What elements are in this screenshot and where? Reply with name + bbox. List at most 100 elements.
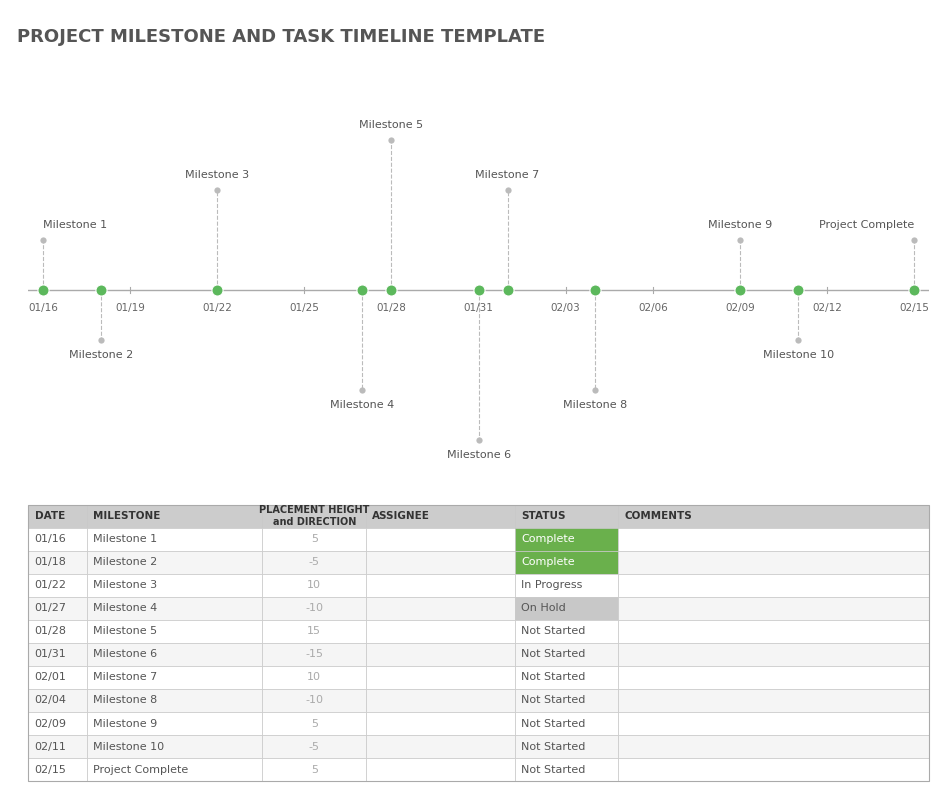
Bar	[619, 666, 929, 689]
Bar	[28, 505, 87, 528]
Text: Not Started: Not Started	[521, 626, 586, 637]
Text: -5: -5	[308, 558, 320, 567]
Bar	[515, 574, 619, 597]
Bar	[366, 666, 515, 689]
Bar	[515, 620, 619, 643]
Text: Not Started: Not Started	[521, 765, 586, 774]
Bar	[515, 666, 619, 689]
Bar	[87, 620, 262, 643]
Bar	[28, 620, 87, 643]
Bar	[28, 735, 87, 758]
Bar	[87, 574, 262, 597]
Text: 01/28: 01/28	[376, 303, 406, 313]
Text: 5: 5	[311, 765, 318, 774]
Bar	[515, 689, 619, 712]
Text: 02/03: 02/03	[551, 303, 581, 313]
Bar	[28, 528, 87, 551]
Text: 02/15: 02/15	[900, 303, 929, 313]
Text: 02/15: 02/15	[35, 765, 66, 774]
Bar	[515, 758, 619, 781]
Text: DATE: DATE	[35, 511, 65, 522]
Bar	[515, 505, 619, 528]
Bar	[262, 620, 366, 643]
Bar	[262, 735, 366, 758]
Text: 02/12: 02/12	[812, 303, 842, 313]
Text: Milestone 9: Milestone 9	[93, 718, 157, 729]
Text: 02/06: 02/06	[638, 303, 668, 313]
Bar	[366, 620, 515, 643]
Bar	[366, 735, 515, 758]
Bar	[87, 643, 262, 666]
Text: -10: -10	[306, 603, 323, 614]
Text: Milestone 3: Milestone 3	[93, 580, 157, 590]
Text: Milestone 3: Milestone 3	[185, 170, 249, 180]
Text: Milestone 10: Milestone 10	[93, 742, 164, 751]
Bar	[366, 597, 515, 620]
Text: Milestone 8: Milestone 8	[93, 695, 157, 706]
Text: 02/01: 02/01	[35, 673, 66, 682]
Bar	[515, 597, 619, 620]
Text: 10: 10	[307, 673, 322, 682]
Text: Milestone 4: Milestone 4	[330, 400, 394, 410]
Bar	[87, 689, 262, 712]
Text: 02/09: 02/09	[725, 303, 755, 313]
Bar	[366, 643, 515, 666]
Bar	[87, 758, 262, 781]
Bar	[262, 689, 366, 712]
Bar	[366, 758, 515, 781]
Bar	[87, 735, 262, 758]
Text: Complete: Complete	[521, 558, 574, 567]
Bar	[262, 528, 366, 551]
Bar	[366, 712, 515, 735]
Text: 01/16: 01/16	[28, 303, 58, 313]
Text: 01/31: 01/31	[464, 303, 493, 313]
Text: 01/28: 01/28	[35, 626, 67, 637]
Bar	[87, 528, 262, 551]
Bar	[619, 643, 929, 666]
Text: Milestone 5: Milestone 5	[359, 120, 423, 130]
Bar	[619, 505, 929, 528]
Bar	[28, 597, 87, 620]
Text: Project Complete: Project Complete	[819, 220, 915, 230]
Text: Milestone 9: Milestone 9	[708, 220, 772, 230]
Text: Not Started: Not Started	[521, 742, 586, 751]
Text: 01/31: 01/31	[35, 650, 66, 659]
Bar	[262, 551, 366, 574]
Text: 01/18: 01/18	[35, 558, 66, 567]
Text: ASSIGNEE: ASSIGNEE	[372, 511, 430, 522]
Bar	[619, 528, 929, 551]
Text: 01/19: 01/19	[115, 303, 145, 313]
Bar	[515, 528, 619, 551]
Text: 02/09: 02/09	[35, 718, 67, 729]
Bar	[28, 712, 87, 735]
Bar	[619, 574, 929, 597]
Bar	[87, 505, 262, 528]
Bar	[619, 689, 929, 712]
Text: -5: -5	[308, 742, 320, 751]
Text: MILESTONE: MILESTONE	[93, 511, 160, 522]
Bar	[366, 689, 515, 712]
Bar	[262, 666, 366, 689]
Bar	[262, 574, 366, 597]
Text: Not Started: Not Started	[521, 650, 586, 659]
Bar	[28, 689, 87, 712]
Text: -10: -10	[306, 695, 323, 706]
Bar	[619, 551, 929, 574]
Text: 10: 10	[307, 580, 322, 590]
Bar	[366, 528, 515, 551]
Text: Milestone 7: Milestone 7	[475, 170, 539, 180]
Bar	[366, 574, 515, 597]
Text: Milestone 7: Milestone 7	[93, 673, 157, 682]
Bar	[87, 597, 262, 620]
Text: Project Complete: Project Complete	[93, 765, 189, 774]
Text: STATUS: STATUS	[521, 511, 566, 522]
Text: 01/25: 01/25	[290, 303, 320, 313]
Text: Milestone 6: Milestone 6	[446, 450, 511, 460]
Bar	[515, 712, 619, 735]
Text: 01/22: 01/22	[35, 580, 67, 590]
Bar	[515, 551, 619, 574]
Text: Milestone 2: Milestone 2	[69, 350, 133, 360]
Text: PLACEMENT HEIGHT
and DIRECTION: PLACEMENT HEIGHT and DIRECTION	[259, 506, 370, 527]
Text: Not Started: Not Started	[521, 718, 586, 729]
Bar	[262, 712, 366, 735]
